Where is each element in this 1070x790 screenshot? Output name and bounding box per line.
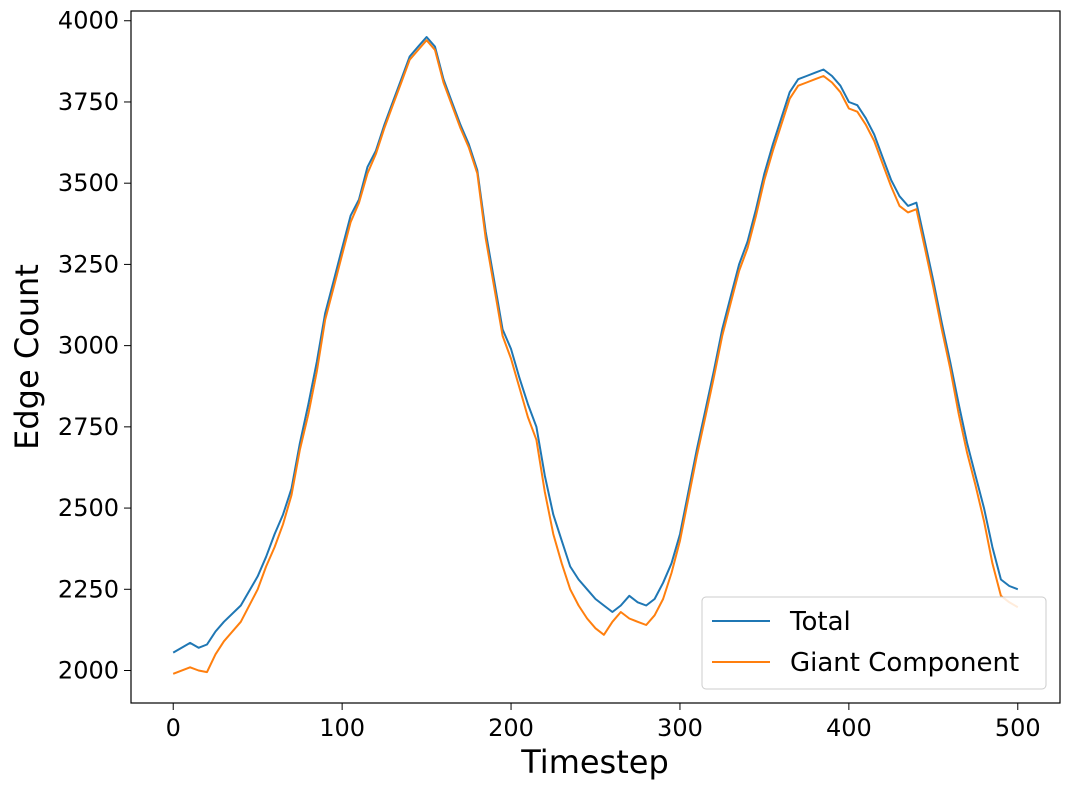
y-axis-label: Edge Count	[8, 264, 46, 450]
y-tick-label: 2750	[58, 413, 119, 441]
x-axis-ticks: 0 100 200 300 400 500	[166, 703, 1041, 742]
y-tick-label: 3500	[58, 169, 119, 197]
y-tick-label: 2500	[58, 494, 119, 522]
y-tick-label: 4000	[58, 7, 119, 35]
x-tick-label: 400	[826, 714, 872, 742]
y-tick-label: 3750	[58, 88, 119, 116]
y-tick-label: 2000	[58, 657, 119, 685]
series-layer	[172, 36, 1019, 675]
x-tick-label: 0	[166, 714, 181, 742]
legend-label-giant-component: Giant Component	[790, 648, 1019, 678]
x-tick-label: 100	[319, 714, 365, 742]
legend-label-total: Total	[789, 607, 851, 637]
x-tick-label: 300	[657, 714, 703, 742]
y-tick-label: 3250	[58, 250, 119, 278]
plot-frame	[130, 10, 1061, 704]
y-tick-label: 3000	[58, 332, 119, 360]
x-axis-label: Timestep	[520, 743, 669, 781]
y-axis-ticks: 2000 2250 2500 2750 3000 3250 3500 3750 4000	[58, 7, 131, 685]
legend-box	[701, 596, 1047, 690]
x-tick-label: 500	[995, 714, 1041, 742]
legend: Total Giant Component	[701, 596, 1047, 690]
series-line-giant-component	[172, 39, 1019, 675]
series-line-total	[172, 36, 1019, 654]
x-tick-label: 200	[488, 714, 534, 742]
plot-area	[130, 10, 1061, 704]
y-tick-label: 2250	[58, 575, 119, 603]
